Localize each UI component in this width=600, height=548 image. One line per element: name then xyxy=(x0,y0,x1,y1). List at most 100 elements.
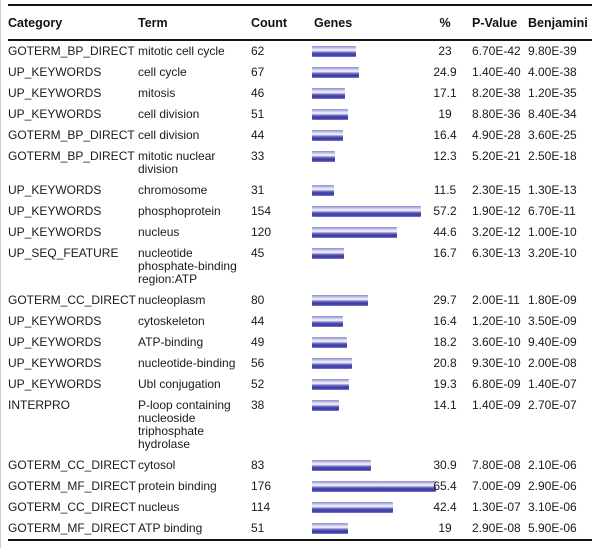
count-cell: 31 xyxy=(251,183,265,197)
count-cell: 83 xyxy=(251,458,265,472)
category-cell: GOTERM_MF_DIRECT xyxy=(8,479,137,493)
functional-annotation-table: Category Term Count Genes % P-Value Benj… xyxy=(8,4,592,541)
percent-cell: 18.2 xyxy=(433,335,457,349)
header-term: Term xyxy=(138,5,248,41)
genes-bar xyxy=(312,295,369,306)
percent-cell: 23 xyxy=(438,44,452,58)
genes-bar xyxy=(312,206,421,217)
genes-cell xyxy=(312,455,430,476)
pvalue-cell: 6.30E-13 xyxy=(472,246,521,260)
table-header: Category Term Count Genes % P-Value Benj… xyxy=(8,5,592,41)
count-cell: 120 xyxy=(251,225,272,239)
pvalue-cell: 1.40E-09 xyxy=(472,398,521,412)
percent-cell: 19 xyxy=(438,521,452,535)
percent-cell: 42.4 xyxy=(433,500,457,514)
percent-cell: 44.6 xyxy=(433,225,457,239)
genes-bar xyxy=(312,151,336,162)
table-row: UP_KEYWORDS cell cycle 67 24.9 1.40E-40 … xyxy=(8,62,592,83)
genes-bar xyxy=(312,46,356,57)
benjamini-cell: 9.40E-09 xyxy=(528,335,577,349)
benjamini-cell: 2.70E-07 xyxy=(528,398,577,412)
genes-bar xyxy=(312,379,349,390)
percent-cell: 16.7 xyxy=(433,246,457,260)
header-count: Count xyxy=(248,5,312,41)
category-cell: GOTERM_CC_DIRECT xyxy=(8,500,137,514)
percent-cell: 24.9 xyxy=(433,65,457,79)
count-cell: 62 xyxy=(251,44,265,58)
category-cell: UP_KEYWORDS xyxy=(8,183,102,197)
term-cell: cell cycle xyxy=(138,65,187,79)
pvalue-cell: 8.80E-36 xyxy=(472,107,521,121)
benjamini-cell: 1.20E-35 xyxy=(528,86,577,100)
category-cell: GOTERM_MF_DIRECT xyxy=(8,521,137,535)
count-cell: 176 xyxy=(251,479,272,493)
header-row: Category Term Count Genes % P-Value Benj… xyxy=(8,5,592,41)
pvalue-cell: 1.30E-07 xyxy=(472,500,521,514)
term-cell: nucleoplasm xyxy=(138,293,206,307)
pvalue-cell: 3.20E-12 xyxy=(472,225,521,239)
table-row: UP_KEYWORDS Ubl conjugation 52 19.3 6.80… xyxy=(8,374,592,395)
term-cell: nucleotide-binding xyxy=(138,356,236,370)
category-cell: UP_KEYWORDS xyxy=(8,314,102,328)
table-row: UP_KEYWORDS ATP-binding 49 18.2 3.60E-10… xyxy=(8,332,592,353)
count-cell: 46 xyxy=(251,86,265,100)
count-cell: 52 xyxy=(251,377,265,391)
term-cell: ATP binding xyxy=(138,521,203,535)
header-pvalue: P-Value xyxy=(460,5,528,41)
term-cell: P-loop containing nucleoside triphosphat… xyxy=(138,398,231,451)
genes-cell xyxy=(312,497,430,518)
category-cell: GOTERM_BP_DIRECT xyxy=(8,128,135,142)
header-benjamini: Benjamini xyxy=(528,5,592,41)
benjamini-cell: 2.50E-18 xyxy=(528,149,577,163)
pvalue-cell: 3.60E-10 xyxy=(472,335,521,349)
pvalue-cell: 7.80E-08 xyxy=(472,458,521,472)
header-genes: Genes xyxy=(312,5,430,41)
term-cell: mitosis xyxy=(138,86,176,100)
pvalue-cell: 2.90E-08 xyxy=(472,521,521,535)
genes-cell xyxy=(312,104,430,125)
benjamini-cell: 2.90E-06 xyxy=(528,479,577,493)
percent-cell: 19 xyxy=(438,107,452,121)
genes-bar xyxy=(312,523,349,534)
term-cell: chromosome xyxy=(138,183,208,197)
benjamini-cell: 3.20E-10 xyxy=(528,246,577,260)
pvalue-cell: 4.90E-28 xyxy=(472,128,521,142)
count-cell: 67 xyxy=(251,65,265,79)
table-row: GOTERM_BP_DIRECT mitotic cell cycle 62 2… xyxy=(8,40,592,62)
pvalue-cell: 1.90E-12 xyxy=(472,204,521,218)
percent-cell: 30.9 xyxy=(433,458,457,472)
category-cell: INTERPRO xyxy=(8,398,71,412)
table-row: INTERPRO P-loop containing nucleoside tr… xyxy=(8,395,592,455)
table-row: GOTERM_CC_DIRECT nucleoplasm 80 29.7 2.0… xyxy=(8,290,592,311)
term-cell: cell division xyxy=(138,128,200,142)
genes-cell xyxy=(312,125,430,146)
term-cell: ATP-binding xyxy=(138,335,204,349)
pvalue-cell: 1.40E-40 xyxy=(472,65,521,79)
percent-cell: 65.4 xyxy=(433,479,457,493)
genes-bar xyxy=(312,130,344,141)
genes-cell xyxy=(312,201,430,222)
header-category: Category xyxy=(8,5,138,41)
percent-cell: 11.5 xyxy=(433,183,457,197)
category-cell: UP_KEYWORDS xyxy=(8,65,102,79)
genes-cell xyxy=(312,243,430,290)
category-cell: GOTERM_BP_DIRECT xyxy=(8,149,135,163)
benjamini-cell: 3.10E-06 xyxy=(528,500,577,514)
genes-cell xyxy=(312,83,430,104)
genes-bar xyxy=(312,109,349,120)
table-row: GOTERM_MF_DIRECT ATP binding 51 19 2.90E… xyxy=(8,518,592,540)
benjamini-cell: 8.40E-34 xyxy=(528,107,577,121)
percent-cell: 19.3 xyxy=(433,377,457,391)
count-cell: 80 xyxy=(251,293,265,307)
genes-cell xyxy=(312,395,430,455)
percent-cell: 57.2 xyxy=(433,204,457,218)
benjamini-cell: 1.40E-07 xyxy=(528,377,577,391)
benjamini-cell: 3.60E-25 xyxy=(528,128,577,142)
benjamini-cell: 6.70E-11 xyxy=(528,204,576,218)
term-cell: phosphoprotein xyxy=(138,204,221,218)
term-cell: cytoskeleton xyxy=(138,314,205,328)
category-cell: UP_KEYWORDS xyxy=(8,377,102,391)
pvalue-cell: 6.80E-09 xyxy=(472,377,521,391)
term-cell: Ubl conjugation xyxy=(138,377,221,391)
